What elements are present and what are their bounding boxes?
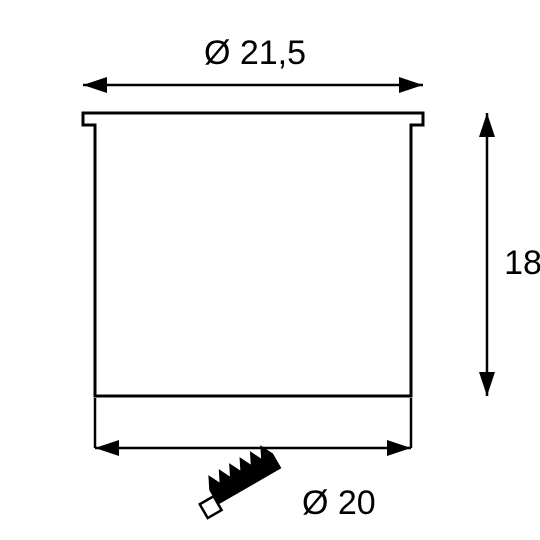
arrowhead xyxy=(83,77,107,93)
arrowhead xyxy=(95,440,119,456)
dimension-label-bottom: Ø 20 xyxy=(302,484,376,522)
arrowhead xyxy=(479,372,495,396)
product-outline xyxy=(83,113,423,396)
arrowhead xyxy=(399,77,423,93)
arrowhead xyxy=(479,113,495,137)
dimension-label-top: Ø 21,5 xyxy=(204,34,306,72)
cutout-saw-icon xyxy=(190,444,284,518)
dimension-label-right: 18 xyxy=(504,244,540,282)
arrowhead xyxy=(387,440,411,456)
